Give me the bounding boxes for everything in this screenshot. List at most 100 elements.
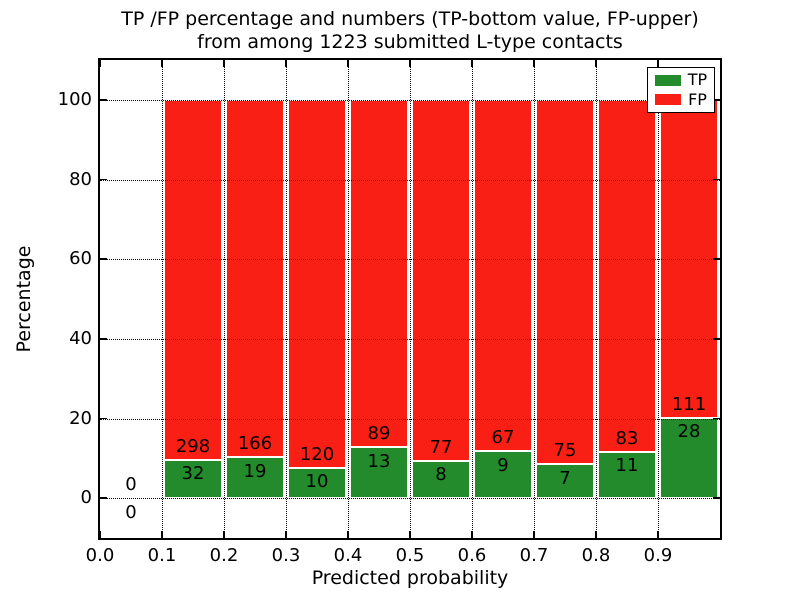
bar-segment-fp xyxy=(164,99,222,460)
bar-segment-tp xyxy=(164,459,222,499)
bar-label-fp: 298 xyxy=(175,435,211,457)
chart-title-line1: TP /FP percentage and numbers (TP-bottom… xyxy=(121,8,699,30)
legend-label-fp: FP xyxy=(688,89,707,109)
x-axis-label: Predicted probability xyxy=(311,567,509,589)
x-tick-label: 0.9 xyxy=(643,545,673,566)
bar-segment-tp xyxy=(226,457,284,499)
bar-segment-fp xyxy=(226,99,284,458)
plot-area: 0 0 298 32 166 19 120 10 89 13 77 8 67 9 75 7 83 11 111 28 xyxy=(98,58,722,540)
y-axis-label: Percentage xyxy=(13,245,35,353)
bar-segment-fp xyxy=(412,99,470,461)
bar-segment-fp xyxy=(350,99,408,448)
x-tick-label: 0.7 xyxy=(519,545,549,566)
y-tick-right xyxy=(713,417,720,420)
bar-label-tp: 11 xyxy=(615,455,639,477)
gridline-vertical xyxy=(657,60,659,538)
y-tick-label: 40 xyxy=(69,327,92,349)
bar-segment-tp xyxy=(412,460,470,499)
gridline-vertical xyxy=(161,60,163,538)
x-tick-label: 0.4 xyxy=(333,545,363,566)
bar-segment-fp xyxy=(288,99,346,468)
bar-segment-fp xyxy=(598,99,656,452)
bar-segment-tp xyxy=(660,417,718,499)
chart-title: TP /FP percentage and numbers (TP-bottom… xyxy=(100,8,720,54)
gridline-vertical xyxy=(409,60,411,538)
x-tick-top xyxy=(657,60,659,67)
bar-label-fp: 89 xyxy=(367,423,391,445)
x-tick-top xyxy=(285,60,287,67)
bar-label-tp: 9 xyxy=(497,454,509,476)
y-tick-label: 60 xyxy=(69,248,92,270)
x-tick-bottom xyxy=(223,531,225,538)
legend: TP FP xyxy=(647,67,715,113)
bar-segment-fp xyxy=(474,99,532,451)
x-tick-bottom xyxy=(595,531,597,538)
gridline-vertical xyxy=(347,60,349,538)
bar-label-tp: 8 xyxy=(435,464,447,486)
y-tick-label: 80 xyxy=(69,168,92,190)
bar-label-tp: 13 xyxy=(367,450,391,472)
y-tick-left xyxy=(100,99,107,101)
legend-entry-tp: TP xyxy=(648,71,714,89)
bar-segment-tp xyxy=(474,451,532,499)
bar-segment-tp xyxy=(288,467,346,499)
bar-label-tp: 28 xyxy=(677,421,701,443)
x-tick-top xyxy=(347,60,349,67)
bar-label-fp: 111 xyxy=(671,393,707,415)
x-tick-top xyxy=(409,60,411,67)
y-tick-label: 100 xyxy=(57,88,92,110)
chart-title-line2: from among 1223 submitted L-type contact… xyxy=(197,31,623,53)
bar-segment-fp xyxy=(660,99,718,418)
y-tick-right xyxy=(713,258,720,260)
x-tick-top xyxy=(595,60,597,67)
x-tick-bottom xyxy=(161,531,163,538)
x-tick-bottom xyxy=(285,531,287,538)
x-tick-bottom xyxy=(347,531,349,538)
x-tick-label: 0.1 xyxy=(147,545,177,566)
bar-label-fp: 77 xyxy=(429,436,453,458)
y-tick-right xyxy=(713,99,720,101)
y-tick-right xyxy=(713,338,720,340)
x-tick-bottom xyxy=(471,531,473,538)
legend-entry-fp: FP xyxy=(648,89,714,109)
legend-label-tp: TP xyxy=(687,70,708,90)
x-tick-top xyxy=(533,60,535,67)
bar-label-tp: 32 xyxy=(181,463,205,485)
gridline-vertical xyxy=(471,60,473,538)
gridline-vertical xyxy=(595,60,597,538)
y-tick-label: 0 xyxy=(80,487,92,509)
gridline-vertical xyxy=(533,60,535,538)
legend-swatch-fp-icon xyxy=(655,94,681,106)
x-tick-bottom xyxy=(99,531,101,538)
y-tick-right xyxy=(713,497,720,499)
x-tick-bottom xyxy=(533,531,535,538)
x-tick-label: 0.5 xyxy=(395,545,425,566)
x-tick-label: 0.6 xyxy=(457,545,487,566)
y-tick-left xyxy=(100,258,107,260)
y-tick-left xyxy=(100,417,107,420)
y-tick-left xyxy=(100,338,107,340)
y-tick-right xyxy=(713,178,720,181)
gridline-vertical xyxy=(223,60,225,538)
bar-label-tp: 10 xyxy=(305,471,329,493)
bar-label-fp: 120 xyxy=(299,443,335,465)
x-tick-bottom xyxy=(409,531,411,538)
x-tick-top xyxy=(161,60,163,67)
y-tick-label: 20 xyxy=(69,407,92,429)
bar-segment-tp xyxy=(350,447,408,499)
legend-swatch-tp-icon xyxy=(655,74,681,86)
x-tick-label: 0.8 xyxy=(581,545,611,566)
gridline-vertical xyxy=(285,60,287,538)
bar-label-tp: 0 xyxy=(125,501,137,523)
x-tick-bottom xyxy=(657,531,659,538)
bar-label-fp: 75 xyxy=(553,440,577,462)
bar-label-fp: 0 xyxy=(125,474,137,496)
bar-segment-fp xyxy=(536,99,594,465)
x-tick-top xyxy=(99,60,101,67)
bar-label-fp: 67 xyxy=(491,427,515,448)
bar-label-fp: 166 xyxy=(237,433,273,455)
bar-segment-tp xyxy=(598,451,656,499)
bar-label-fp: 83 xyxy=(615,427,639,449)
x-tick-label: 0.0 xyxy=(85,545,115,566)
